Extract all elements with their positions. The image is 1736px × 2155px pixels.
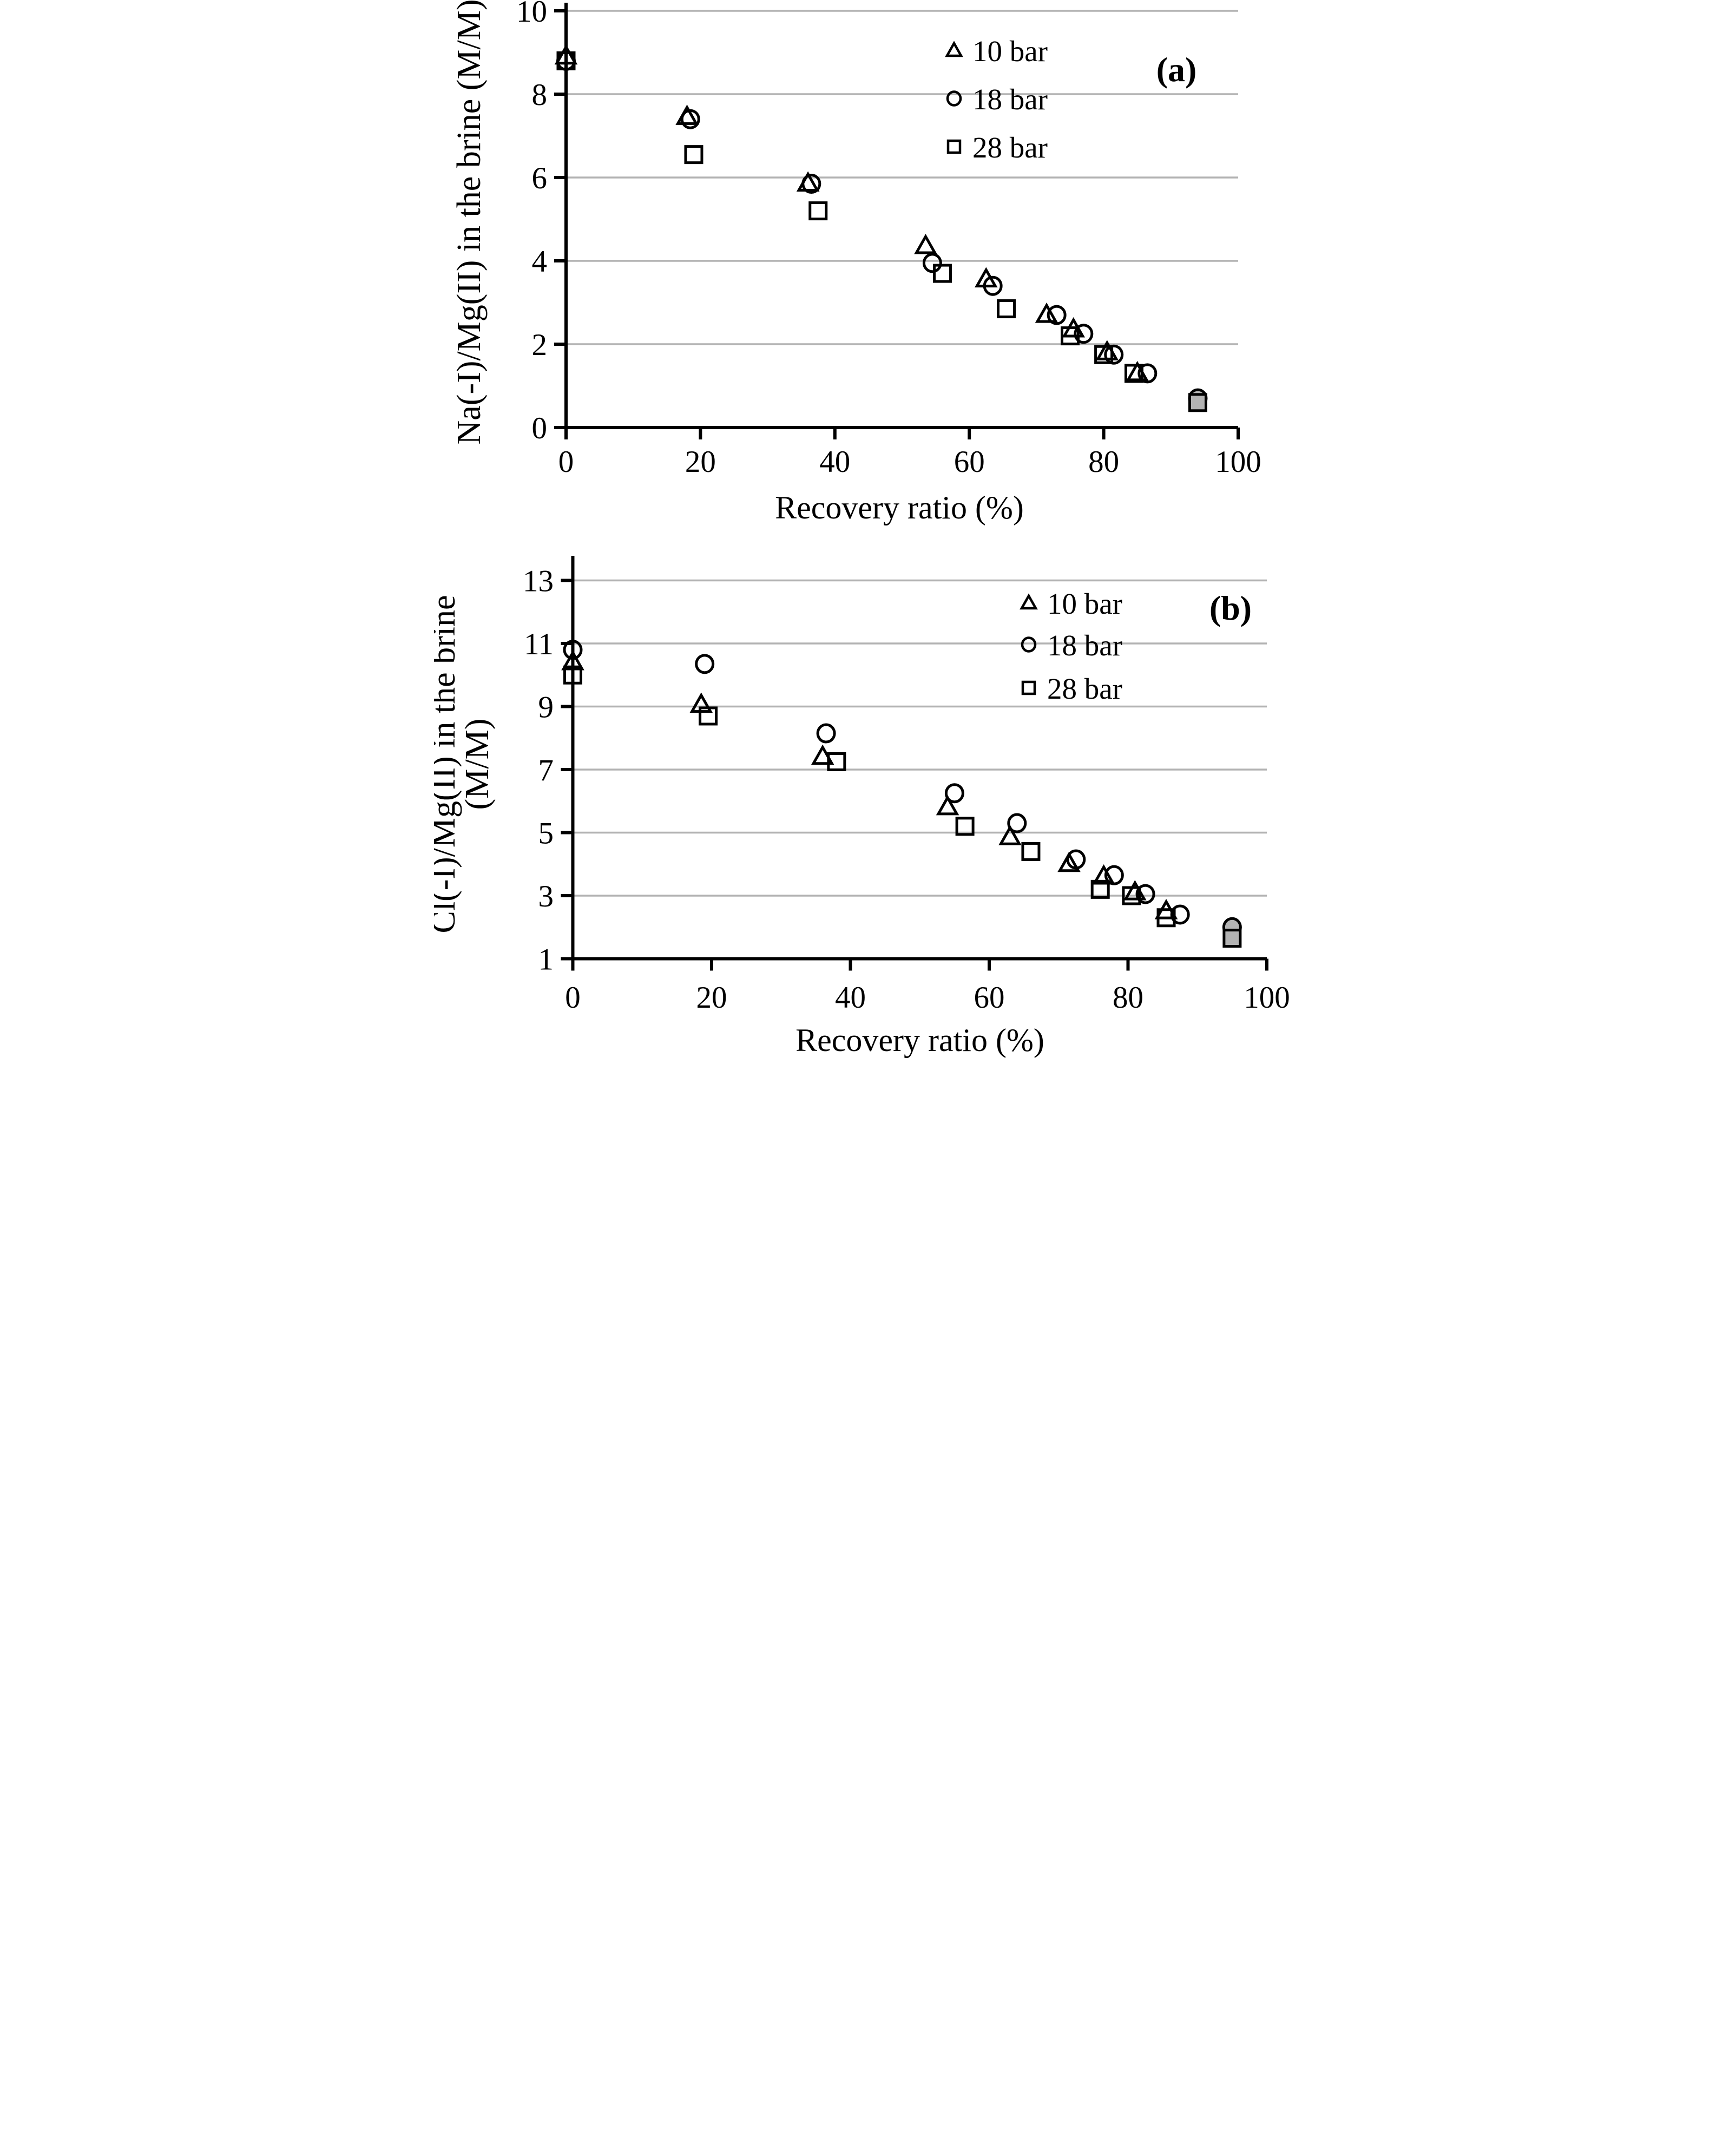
y-axis-title-line-1: Na(-I)/Mg(II) in the brine (M/M) bbox=[451, 0, 488, 444]
x-tick-label-0: 0 bbox=[558, 445, 574, 479]
data-point-triangle bbox=[561, 649, 584, 671]
data-point-circle bbox=[801, 174, 821, 194]
data-point-triangle bbox=[936, 794, 959, 816]
data-point-circle bbox=[1137, 363, 1158, 384]
y-tick-label-13: 13 bbox=[523, 564, 554, 599]
data-point-circle bbox=[1135, 884, 1155, 904]
data-point-circle bbox=[922, 253, 942, 273]
legend-label-18-bar: 18 bar bbox=[972, 83, 1048, 116]
x-tick-label-80: 80 bbox=[1088, 445, 1119, 479]
legend-marker-triangle bbox=[945, 41, 963, 57]
x-tick-label-100: 100 bbox=[1215, 445, 1261, 479]
x-tick-label-100: 100 bbox=[1244, 981, 1290, 1015]
panel-label-b: (b) bbox=[1209, 589, 1252, 627]
y-tick-label-0: 0 bbox=[532, 411, 548, 445]
y-tick-label-6: 6 bbox=[532, 161, 548, 195]
legend-label-10-bar: 10 bar bbox=[1047, 587, 1122, 620]
data-point-circle bbox=[695, 654, 715, 674]
data-point-square bbox=[827, 752, 846, 771]
x-axis-title: Recovery ratio (%) bbox=[795, 1022, 1044, 1058]
data-point-square bbox=[933, 264, 952, 283]
y-tick-label-2: 2 bbox=[532, 328, 548, 362]
y-tick-label-10: 10 bbox=[516, 0, 547, 29]
data-point-square bbox=[1094, 345, 1114, 364]
data-point-circle bbox=[1104, 865, 1124, 885]
legend-marker-square bbox=[946, 139, 962, 154]
data-point-circle bbox=[1074, 324, 1094, 344]
data-point-circle bbox=[563, 640, 583, 660]
data-point-triangle bbox=[1092, 864, 1115, 885]
y-tick-label-7: 7 bbox=[538, 753, 554, 787]
data-point-circle bbox=[1066, 849, 1086, 870]
data-point-square bbox=[1021, 842, 1041, 861]
legend-label-28-bar: 28 bar bbox=[1047, 672, 1122, 705]
legend-label-10-bar: 10 bar bbox=[972, 35, 1048, 68]
x-tick-label-40: 40 bbox=[819, 445, 850, 479]
data-point-circle bbox=[1047, 305, 1067, 325]
data-point-square-shaded bbox=[1188, 393, 1207, 412]
data-point-circle bbox=[1007, 813, 1027, 833]
data-point-circle bbox=[1104, 344, 1124, 365]
x-tick-label-60: 60 bbox=[974, 981, 1005, 1015]
legend-label-28-bar: 28 bar bbox=[972, 131, 1048, 164]
data-point-triangle bbox=[1035, 303, 1058, 323]
legend-marker-square bbox=[1021, 680, 1036, 695]
data-point-circle bbox=[983, 275, 1003, 296]
y-axis-title-line-2: (M/M) bbox=[459, 719, 496, 810]
x-tick-label-60: 60 bbox=[954, 445, 985, 479]
data-point-square bbox=[1156, 908, 1176, 928]
figure: 0 2 4 6 8 10 0 20 40 60 80 100 Recovery ratio (%) Na(… bbox=[434, 0, 1302, 1074]
legend-marker-triangle bbox=[1020, 593, 1038, 610]
data-point-square bbox=[1124, 364, 1143, 383]
y-tick-label-3: 3 bbox=[538, 879, 554, 914]
data-point-square bbox=[808, 201, 828, 221]
data-point-square-shaded bbox=[1222, 929, 1242, 948]
y-tick-label-8: 8 bbox=[532, 78, 548, 112]
x-tick-label-20: 20 bbox=[696, 981, 727, 1015]
x-tick-label-0: 0 bbox=[565, 981, 581, 1015]
y-tick-label-4: 4 bbox=[532, 245, 548, 279]
y-tick-label-1: 1 bbox=[538, 943, 554, 977]
y-tick-label-5: 5 bbox=[538, 817, 554, 851]
x-axis-title: Recovery ratio (%) bbox=[775, 490, 1024, 525]
x-tick-label-20: 20 bbox=[685, 445, 716, 479]
data-point-triangle bbox=[914, 233, 937, 254]
x-tick-label-40: 40 bbox=[835, 981, 866, 1015]
data-point-triangle bbox=[1057, 851, 1081, 872]
panel-label-a: (a) bbox=[1156, 50, 1197, 89]
data-point-square bbox=[684, 145, 703, 165]
data-point-square bbox=[556, 51, 576, 70]
x-tick-label-80: 80 bbox=[1113, 981, 1143, 1015]
data-point-square bbox=[1122, 886, 1141, 905]
data-point-square bbox=[955, 817, 975, 836]
data-point-square bbox=[1061, 326, 1080, 346]
y-axis-title-line-1: Cl(-I)/Mg(II) in the brine bbox=[434, 595, 462, 934]
data-point-triangle bbox=[998, 825, 1022, 845]
legend-marker-circle bbox=[1021, 636, 1037, 653]
data-point-square bbox=[563, 665, 582, 685]
data-point-circle bbox=[816, 723, 836, 744]
y-tick-label-11: 11 bbox=[524, 627, 554, 661]
legend-label-18-bar: 18 bar bbox=[1047, 629, 1122, 662]
data-point-circle bbox=[1170, 904, 1190, 925]
data-point-square bbox=[699, 706, 718, 726]
data-point-circle bbox=[944, 783, 964, 804]
legend-marker-circle bbox=[946, 90, 962, 107]
data-point-square bbox=[1090, 879, 1110, 899]
data-point-circle bbox=[680, 109, 700, 129]
y-tick-label-9: 9 bbox=[538, 691, 554, 725]
data-point-square bbox=[997, 299, 1016, 319]
